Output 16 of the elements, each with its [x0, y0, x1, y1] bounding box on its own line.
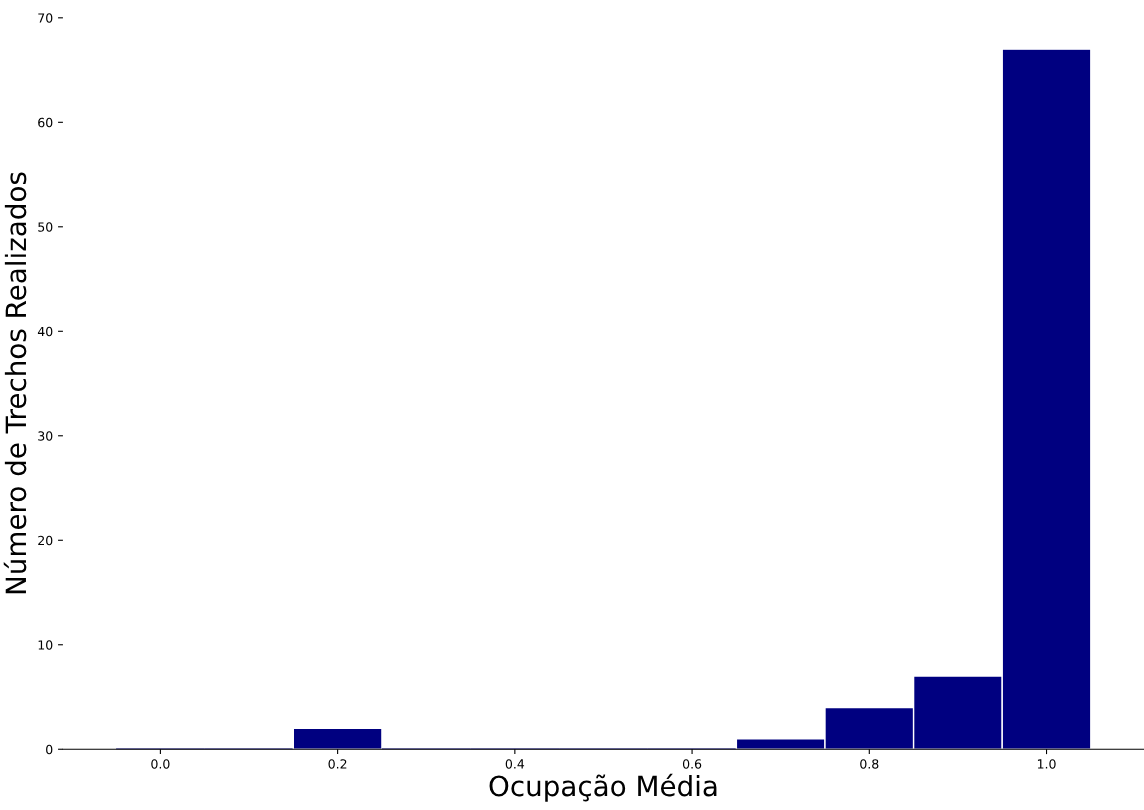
y-tick-label: 30: [38, 431, 53, 441]
x-tick-label: 0.8: [860, 759, 879, 769]
x-tick-label: 0.6: [682, 759, 702, 769]
y-tick-label: 10: [38, 640, 53, 650]
y-tick-label: 0: [46, 744, 53, 755]
y-tick-label: 60: [38, 117, 53, 128]
y-axis-title: Número de Trechos Realizados: [3, 172, 27, 594]
x-axis-title: Ocupação Média: [489, 773, 717, 802]
y-tick-label: 40: [37, 326, 53, 337]
x-tick-label: 0.4: [505, 759, 525, 769]
y-tick-label: 70: [38, 13, 53, 23]
x-tick-label: 0.0: [151, 759, 170, 769]
y-tick-label: 50: [38, 222, 53, 232]
y-tick-label: 20: [38, 535, 53, 546]
x-tick-label: 0.2: [328, 759, 347, 769]
x-tick-label: 1.0: [1037, 759, 1056, 769]
